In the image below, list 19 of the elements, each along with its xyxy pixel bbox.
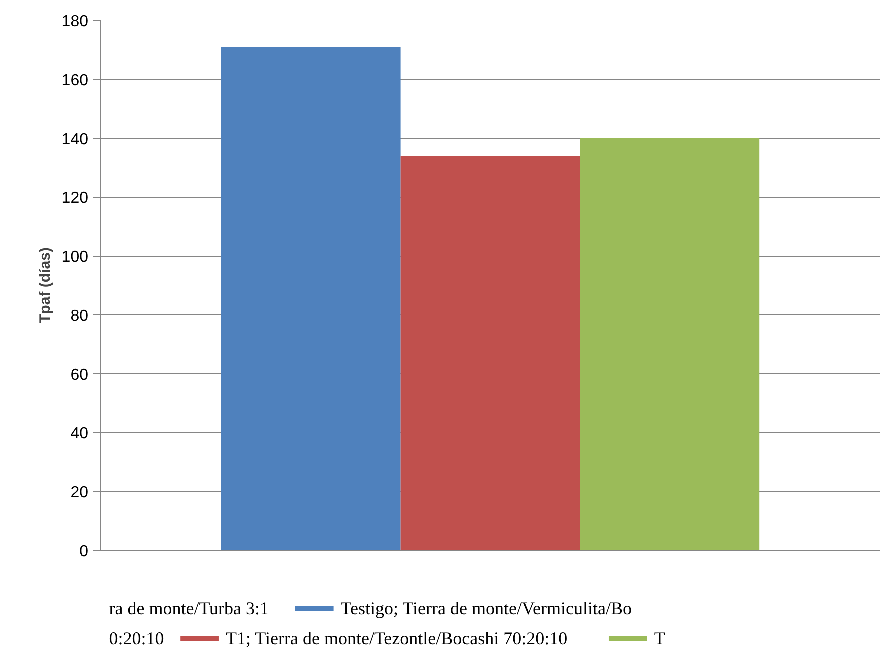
bar: [580, 138, 760, 550]
legend-label: T1; Tierra de monte/Tezontle/Bocashi 70:20:10: [226, 628, 568, 648]
bar: [221, 47, 401, 550]
text: ra de monte/Turba 3:1: [109, 598, 270, 618]
y-axis-title: Tpaf (días): [36, 248, 54, 324]
y-tick-label: 160: [62, 72, 89, 90]
legend-label: T: [654, 628, 666, 648]
y-tick-label: 120: [62, 190, 89, 208]
legend-label: Testigo; Tierra de monte/Vermiculita/Bo: [340, 598, 632, 618]
y-tick-label: 180: [62, 14, 89, 30]
y-tick-label: 140: [62, 131, 89, 148]
y-tick-label: 60: [70, 366, 89, 384]
y-tick-label: 100: [62, 249, 89, 266]
y-tick-label: 80: [70, 308, 89, 325]
bar: [400, 156, 580, 550]
y-tick-label: 20: [70, 484, 89, 502]
y-tick-label: 40: [70, 426, 89, 443]
text: 0:20:10: [109, 628, 164, 648]
y-tick-label: 0: [80, 544, 89, 560]
